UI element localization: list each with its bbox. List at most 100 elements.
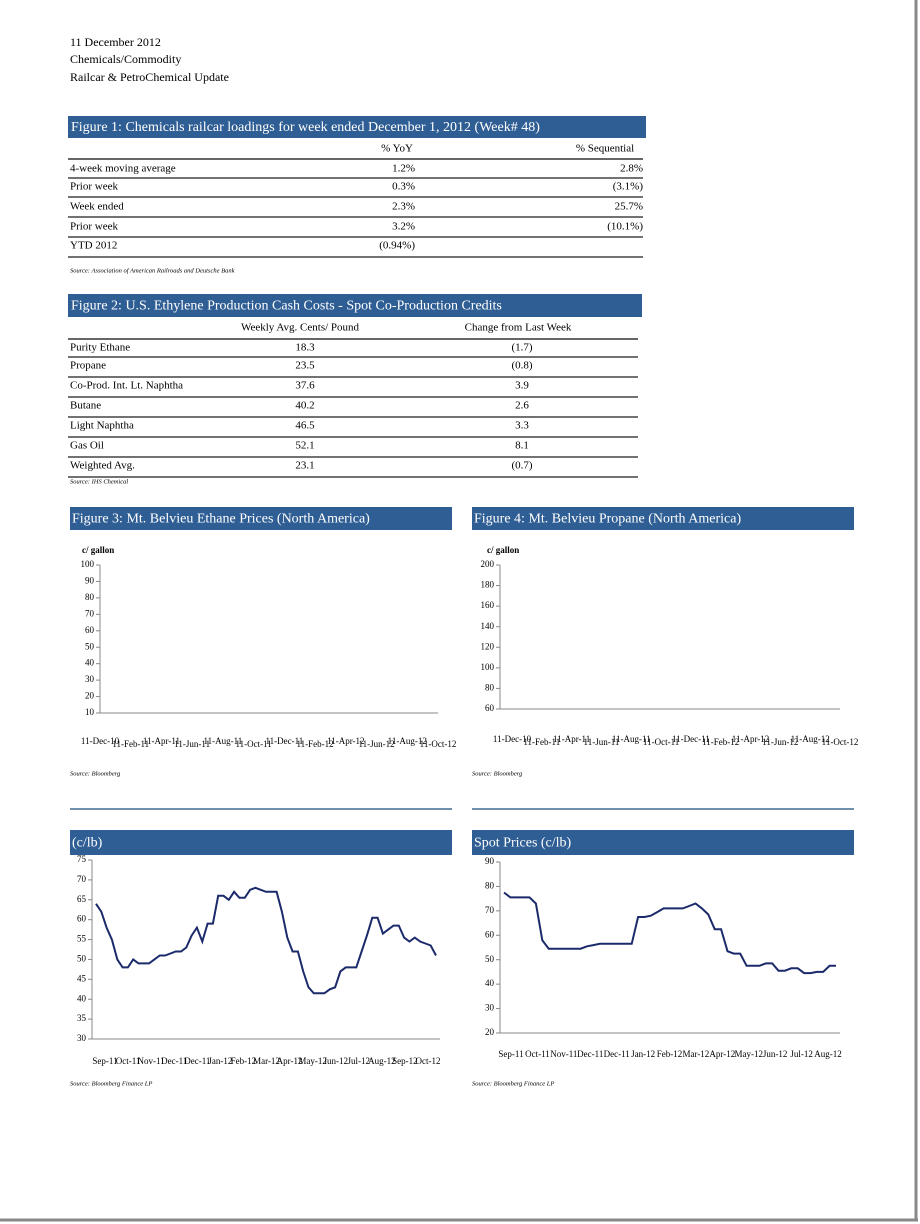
- y-tick-label: 35: [77, 1013, 87, 1023]
- row-label: Propane: [70, 360, 106, 372]
- x-tick-label: 11-Jun-11: [584, 737, 620, 747]
- source-note: Source: Association of American Railroad…: [70, 267, 235, 274]
- row-label: Co-Prod. Int. Lt. Naphtha: [70, 380, 183, 392]
- x-tick-label: Apr-12: [277, 1056, 303, 1066]
- y-tick-label: 200: [481, 559, 495, 569]
- x-tick-label: 11-Apr-11: [553, 734, 590, 744]
- y-tick-label: 60: [85, 625, 95, 635]
- x-tick-label: Mar-12: [253, 1056, 280, 1066]
- x-tick-label: Oct-11: [525, 1049, 550, 1059]
- cell-value: (0.94%): [379, 240, 415, 252]
- x-tick-label: Sep-11: [498, 1049, 523, 1059]
- source-note: Source: Bloomberg: [70, 770, 121, 777]
- figure-title: Spot Prices (c/lb): [474, 836, 572, 851]
- x-tick-label: 11-Oct-12: [420, 739, 457, 749]
- y-tick-label: 60: [77, 914, 87, 924]
- y-tick-label: 140: [481, 621, 495, 631]
- cell-value: 2.8%: [620, 163, 643, 175]
- y-tick-label: 120: [481, 641, 495, 651]
- y-tick-label: 40: [485, 978, 495, 988]
- row-label: 4-week moving average: [70, 163, 176, 175]
- y-tick-label: 80: [85, 592, 95, 602]
- x-tick-label: May-12: [735, 1049, 764, 1059]
- row-label: YTD 2012: [70, 240, 117, 252]
- column-header: Weekly Avg. Cents/ Pound: [241, 322, 360, 334]
- y-tick-label: 50: [77, 954, 87, 964]
- row-label: Butane: [70, 400, 101, 412]
- y-tick-label: 45: [77, 973, 87, 983]
- figure-title: Figure 4: Mt. Belvieu Propane (North Ame…: [474, 512, 741, 527]
- cell-value: (0.8): [511, 360, 532, 372]
- y-axis-label: c/ gallon: [82, 545, 114, 555]
- cell-value: 0.3%: [392, 181, 415, 193]
- cell-value: 23.5: [295, 360, 315, 372]
- cell-value: 18.3: [295, 342, 315, 354]
- x-tick-label: Jul-12: [348, 1056, 371, 1066]
- x-tick-label: 11-Aug-12: [388, 736, 427, 746]
- x-tick-label: Oct-12: [416, 1056, 441, 1066]
- report-title: Railcar & PetroChemical Update: [70, 70, 229, 84]
- figure-header: [70, 830, 452, 855]
- x-tick-label: 11-Oct-11: [235, 739, 271, 749]
- cell-value: 3.2%: [392, 221, 415, 233]
- y-tick-label: 40: [77, 993, 87, 1003]
- x-tick-label: 11-Oct-12: [822, 737, 859, 747]
- x-tick-label: Dec-11: [184, 1056, 210, 1066]
- y-tick-label: 70: [77, 874, 87, 884]
- y-tick-label: 20: [85, 691, 95, 701]
- y-tick-label: 65: [77, 894, 87, 904]
- x-tick-label: Sep-11: [92, 1056, 117, 1066]
- y-tick-label: 70: [485, 905, 495, 915]
- figure-title: Figure 3: Mt. Belvieu Ethane Prices (Nor…: [72, 512, 370, 527]
- x-tick-label: 11-Apr-12: [732, 734, 769, 744]
- x-tick-label: Jan-12: [208, 1056, 232, 1066]
- cell-value: 23.1: [295, 460, 314, 472]
- y-tick-label: 50: [85, 641, 95, 651]
- figure-header: [472, 830, 854, 855]
- source-note: Source: Bloomberg Finance LP: [70, 1080, 152, 1087]
- cell-value: 1.2%: [392, 163, 415, 175]
- x-tick-label: Jun-12: [323, 1056, 348, 1066]
- y-tick-label: 30: [485, 1003, 495, 1013]
- row-label: Prior week: [70, 181, 118, 193]
- x-tick-label: 11-Aug-12: [791, 734, 830, 744]
- y-tick-label: 90: [485, 856, 495, 866]
- x-tick-label: Aug-12: [368, 1056, 396, 1066]
- x-tick-label: Nov-11: [550, 1049, 577, 1059]
- cell-value: (1.7): [511, 342, 532, 354]
- report-sector: Chemicals/Commodity: [70, 52, 181, 66]
- price-line: [503, 891, 836, 975]
- figure-header: [68, 294, 642, 317]
- row-label: Weighted Avg.: [70, 460, 135, 472]
- cell-value: 2.6: [515, 400, 529, 412]
- column-header: % Sequential: [576, 143, 634, 155]
- y-axis-label: c/ gallon: [487, 545, 519, 555]
- x-tick-label: 11-Apr-12: [327, 736, 364, 746]
- x-tick-label: 11-Oct-11: [643, 737, 679, 747]
- x-tick-label: Jul-12: [790, 1049, 813, 1059]
- figure-title: Figure 2: U.S. Ethylene Production Cash …: [71, 299, 502, 314]
- x-tick-label: Dec-11: [161, 1056, 187, 1066]
- cell-value: 3.9: [515, 380, 529, 392]
- x-tick-label: 11-Feb-12: [702, 737, 739, 747]
- y-tick-label: 20: [485, 1027, 495, 1037]
- row-label: Light Naphtha: [70, 420, 134, 432]
- cell-value: (3.1%): [613, 181, 644, 193]
- x-tick-label: Jan-12: [631, 1049, 655, 1059]
- x-tick-label: Mar-12: [683, 1049, 710, 1059]
- cell-value: 37.6: [295, 380, 315, 392]
- x-tick-label: 11-Dec-10: [81, 736, 120, 746]
- source-note: Source: Bloomberg: [472, 770, 523, 777]
- cell-value: 2.3%: [392, 201, 415, 213]
- figure-title: Figure 1: Chemicals railcar loadings for…: [71, 120, 540, 135]
- y-tick-label: 10: [85, 707, 95, 717]
- x-tick-label: Nov-11: [138, 1056, 165, 1066]
- source-note: Source: IHS Chemical: [70, 478, 128, 485]
- y-tick-label: 100: [81, 559, 95, 569]
- x-tick-label: Aug-12: [814, 1049, 842, 1059]
- x-tick-label: 11-Dec-11: [265, 736, 303, 746]
- source-note: Source: Bloomberg Finance LP: [472, 1080, 554, 1087]
- figure-title: (c/lb): [72, 836, 103, 851]
- y-tick-label: 80: [485, 682, 495, 692]
